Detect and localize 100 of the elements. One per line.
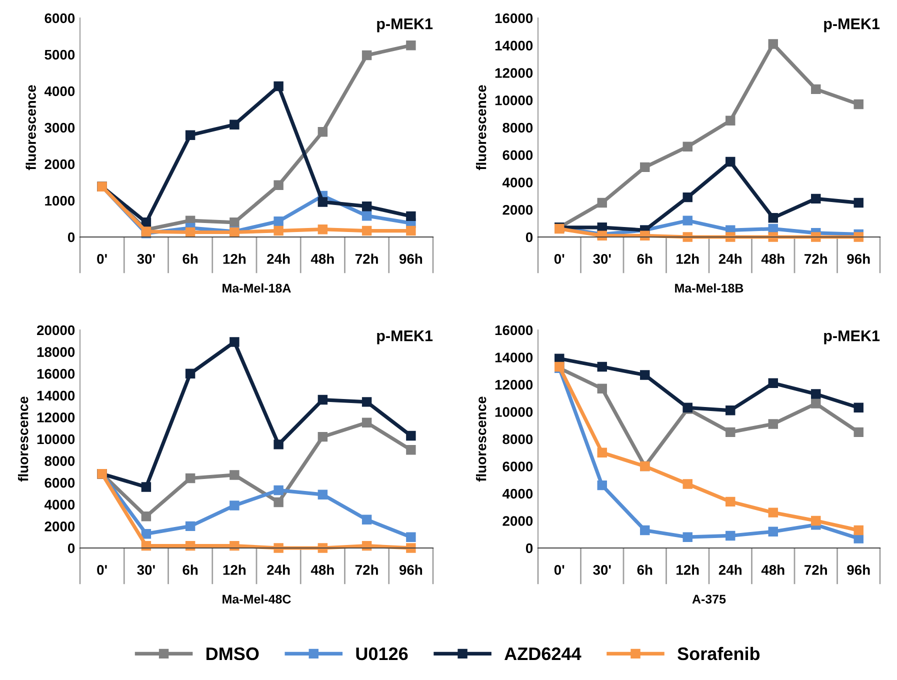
point — [318, 490, 328, 500]
point — [406, 543, 416, 553]
point — [682, 232, 692, 242]
y-tick-label: 1000 — [45, 196, 75, 206]
x-tick-label: 96h — [399, 564, 422, 575]
point — [682, 142, 692, 152]
legend-label: DMSO — [206, 647, 259, 660]
point — [406, 445, 416, 455]
point — [726, 116, 736, 126]
point — [274, 543, 284, 553]
x-tick-label: 72h — [355, 254, 378, 264]
y-tick-label: 16000 — [37, 368, 75, 379]
point — [230, 120, 240, 130]
x-tick-label: 6h — [182, 564, 198, 575]
legend-label: Sorafenib — [678, 646, 760, 660]
x-tick-label: 96h — [399, 254, 422, 264]
x-tick-label: 24h — [267, 254, 290, 264]
point — [318, 224, 328, 234]
point — [185, 521, 196, 532]
x-tick-label: 6h — [637, 254, 652, 264]
point — [318, 127, 328, 137]
point — [811, 516, 821, 526]
y-tick-label: 12000 — [495, 380, 533, 390]
y-tick-label: 3000 — [44, 122, 75, 133]
point — [854, 525, 864, 536]
y-tick-label: 4000 — [44, 86, 75, 96]
y-tick-label: 14000 — [37, 390, 75, 401]
point — [274, 180, 284, 190]
point — [597, 362, 607, 372]
x-tick-label: 12h — [223, 564, 246, 575]
y-tick-label: 2000 — [44, 159, 75, 170]
point — [640, 370, 650, 380]
y-tick-label: 8000 — [502, 434, 533, 444]
x-tick-label: 30' — [137, 254, 155, 264]
chart-title: p-MEK1 — [824, 18, 880, 32]
y-tick-label: 12000 — [37, 412, 75, 422]
point — [854, 402, 864, 413]
point — [640, 525, 650, 536]
y-tick-label: 10000 — [495, 407, 533, 417]
point — [274, 216, 284, 226]
y-tick-label: 8000 — [44, 456, 75, 466]
point — [185, 130, 196, 140]
x-tick-label: 24h — [718, 254, 742, 264]
point — [274, 81, 284, 92]
x-tick-label: 24h — [718, 564, 742, 575]
x-tick-label: 12h — [223, 254, 246, 264]
chart-title: p-MEK1 — [377, 18, 433, 32]
point — [768, 378, 778, 388]
point — [406, 430, 416, 441]
y-tick-label: 0 — [526, 232, 533, 242]
point — [318, 394, 328, 405]
point — [141, 512, 152, 522]
x-tick-label: 72h — [355, 564, 378, 575]
point — [682, 479, 692, 489]
x-tick-label: 12h — [676, 254, 699, 264]
y-tick-label: 16000 — [495, 13, 533, 24]
point — [406, 226, 416, 236]
chart-title: p-MEK1 — [824, 330, 880, 344]
point — [318, 543, 328, 553]
x-tick-label: 48h — [310, 254, 334, 264]
y-tick-label: 5000 — [44, 50, 75, 60]
x-axis-title: A-375 — [692, 594, 726, 604]
point — [185, 473, 196, 484]
x-tick-label: 12h — [676, 564, 699, 575]
x-axis-title: Ma-Mel-48C — [222, 594, 291, 604]
y-tick-label: 6000 — [44, 478, 75, 488]
x-tick-label: 30' — [137, 565, 155, 575]
point — [406, 211, 416, 222]
x-tick-label: 24h — [267, 564, 290, 575]
point — [726, 496, 736, 507]
y-tick-label: 16000 — [495, 325, 533, 336]
point — [362, 201, 372, 212]
point — [185, 368, 196, 378]
point — [854, 427, 864, 438]
legend-label: AZD6244 — [504, 647, 582, 660]
point — [141, 218, 152, 228]
point — [768, 232, 778, 242]
point — [406, 532, 416, 542]
point — [141, 482, 152, 492]
point — [597, 198, 607, 208]
y-tick-label: 20000 — [37, 325, 75, 336]
y-tick-label: 14000 — [495, 352, 533, 362]
x-tick-label: 6h — [182, 254, 198, 264]
point — [811, 232, 821, 242]
point — [811, 84, 821, 94]
point — [318, 432, 328, 442]
point — [768, 526, 778, 537]
x-tick-label: 72h — [804, 564, 827, 575]
point — [230, 540, 240, 551]
chart-title: p-MEK1 — [377, 330, 433, 344]
point — [726, 156, 736, 167]
point — [362, 50, 372, 60]
x-tick-label: 30' — [593, 254, 611, 264]
point — [726, 530, 736, 541]
y-tick-label: 6000 — [502, 150, 533, 160]
point — [854, 198, 864, 208]
point — [230, 500, 240, 510]
y-axis-title: fluorescence — [26, 85, 36, 170]
x-tick-label: 6h — [637, 564, 652, 575]
y-tick-label: 12000 — [495, 68, 533, 78]
